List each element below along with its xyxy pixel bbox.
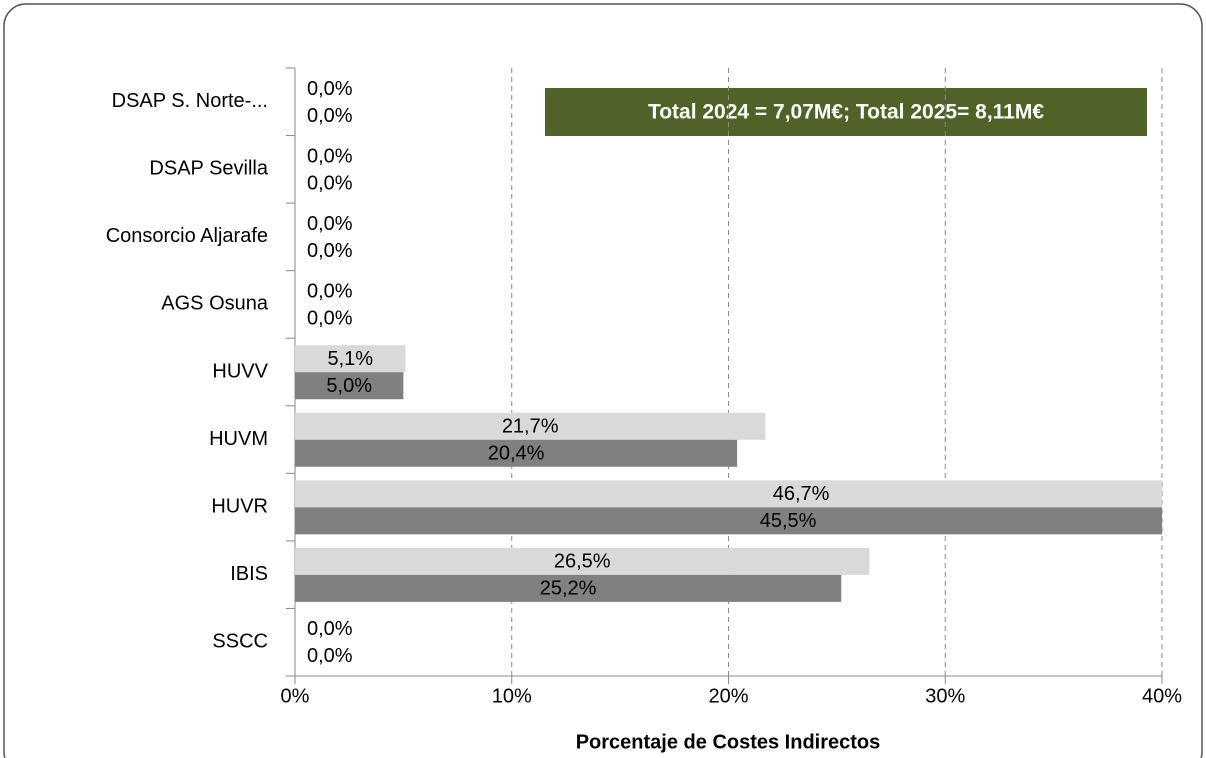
- y-tick-label: IBIS: [230, 563, 268, 585]
- x-axis-title: Porcentaje de Costes Indirectos: [576, 731, 881, 753]
- y-tick-label: Consorcio Aljarafe: [106, 225, 268, 247]
- y-tick-label: HUVR: [211, 495, 268, 517]
- value-label: 0,0%: [307, 145, 353, 167]
- value-label: 0,0%: [307, 78, 353, 100]
- bar: [295, 439, 738, 467]
- value-label: 0,0%: [307, 618, 353, 640]
- y-tick-label: DSAP S. Norte-...: [112, 90, 268, 112]
- bar: [295, 372, 404, 400]
- value-label: 5,0%: [326, 375, 372, 397]
- y-tick-label: SSCC: [212, 631, 268, 653]
- value-label: 21,7%: [502, 416, 559, 438]
- value-label: 46,7%: [773, 483, 830, 505]
- bar: [295, 345, 406, 373]
- bar: [295, 574, 842, 602]
- x-tick-label: 10%: [492, 686, 532, 708]
- bar: [295, 507, 1162, 535]
- annotation: Total 2024 = 7,07M€; Total 2025= 8,11M€: [648, 101, 1044, 124]
- value-label: 26,5%: [554, 551, 611, 573]
- bars: [295, 345, 1162, 602]
- annotation-box: [545, 88, 1147, 136]
- bar: [295, 547, 870, 575]
- bar: [295, 480, 1162, 508]
- y-tick-label: HUVV: [212, 360, 268, 382]
- value-label: 0,0%: [307, 280, 353, 302]
- y-tick-label: DSAP Sevilla: [149, 158, 268, 180]
- value-label: 0,0%: [307, 105, 353, 127]
- x-tick-label: 20%: [708, 686, 748, 708]
- value-label: 45,5%: [760, 510, 817, 532]
- x-tick-label: 0%: [281, 686, 310, 708]
- value-label: 5,1%: [327, 348, 373, 370]
- x-tick-label: 30%: [925, 686, 965, 708]
- x-tick-label: 40%: [1142, 686, 1182, 708]
- bar: [295, 412, 766, 440]
- value-label: 0,0%: [307, 172, 353, 194]
- value-label: 0,0%: [307, 645, 353, 667]
- value-label: 0,0%: [307, 307, 353, 329]
- value-label: 20,4%: [488, 443, 545, 465]
- value-label: 25,2%: [540, 578, 597, 600]
- y-tick-label: AGS Osuna: [161, 293, 269, 315]
- value-label: 0,0%: [307, 240, 353, 262]
- value-label: 0,0%: [307, 213, 353, 235]
- y-tick-label: HUVM: [209, 428, 268, 450]
